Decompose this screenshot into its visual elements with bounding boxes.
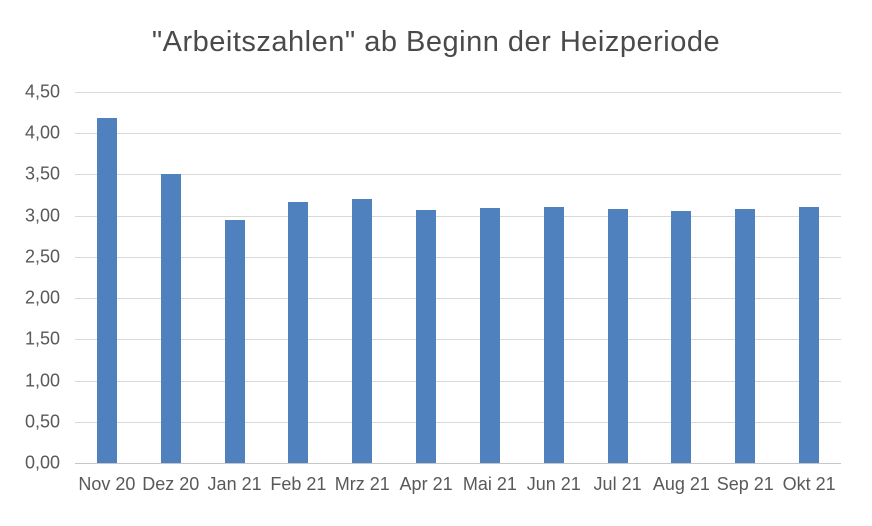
gridline <box>75 339 841 341</box>
gridline <box>75 298 841 300</box>
bar-apr-21 <box>416 209 437 463</box>
bar-okt-21 <box>799 206 820 463</box>
x-tick-label: Jul 21 <box>593 474 642 494</box>
bar-jul-21 <box>607 209 628 463</box>
bar-feb-21 <box>288 202 309 463</box>
bar-aug-21 <box>671 210 692 463</box>
x-tick-label: Jun 21 <box>526 474 581 494</box>
bar-mai-21 <box>479 208 500 463</box>
y-tick-label: 2,50 <box>24 246 60 267</box>
gridline <box>75 92 841 93</box>
bar-dez-20 <box>160 174 181 463</box>
y-tick-label: 1,00 <box>24 370 60 391</box>
x-tick-label: Dez 20 <box>142 474 200 494</box>
x-tick-label: Mai 21 <box>462 474 517 494</box>
x-tick-label: Feb 21 <box>270 474 327 494</box>
x-tick-label: Mrz 21 <box>334 474 390 494</box>
x-axis-labels: Nov 20 Dez 20 Jan 21 Feb 21 Mrz 21 Apr 21 Mai … <box>75 474 841 500</box>
bar-nov-20 <box>96 118 117 463</box>
bar-jan-21 <box>224 219 245 463</box>
x-tick-label: Aug 21 <box>652 474 710 494</box>
y-tick-label: 1,50 <box>24 328 60 349</box>
y-tick-label: 0,50 <box>24 411 60 432</box>
gridline <box>75 174 841 176</box>
x-tick-label: Okt 21 <box>782 474 836 494</box>
y-tick-label: 4,00 <box>24 122 60 143</box>
gridline <box>75 215 841 217</box>
y-tick-label: 3,00 <box>24 205 60 226</box>
y-tick-label: 2,00 <box>24 287 60 308</box>
bar-sep-21 <box>735 209 756 463</box>
plot-area <box>75 92 841 464</box>
x-tick-label: Apr 21 <box>399 474 453 494</box>
chart-title: "Arbeitszahlen" ab Beginn der Heizperiod… <box>151 26 721 58</box>
x-tick-label: Sep 21 <box>716 474 774 494</box>
y-axis-labels: 0,00 0,50 1,00 1,50 2,00 2,50 3,00 3,50 4,00 4,50 <box>0 82 60 473</box>
y-tick-label: 3,50 <box>24 163 60 184</box>
gridline <box>75 380 841 382</box>
gridline <box>75 133 841 135</box>
x-axis-line <box>75 463 841 464</box>
bar-jun-21 <box>543 207 564 463</box>
y-tick-label: 4,50 <box>24 81 60 102</box>
gridline <box>75 421 841 423</box>
gridline <box>75 256 841 258</box>
x-tick-label: Jan 21 <box>207 474 262 494</box>
y-tick-label: 0,00 <box>24 452 60 473</box>
bar-mrz-21 <box>352 199 373 463</box>
x-tick-label: Nov 20 <box>78 474 136 494</box>
